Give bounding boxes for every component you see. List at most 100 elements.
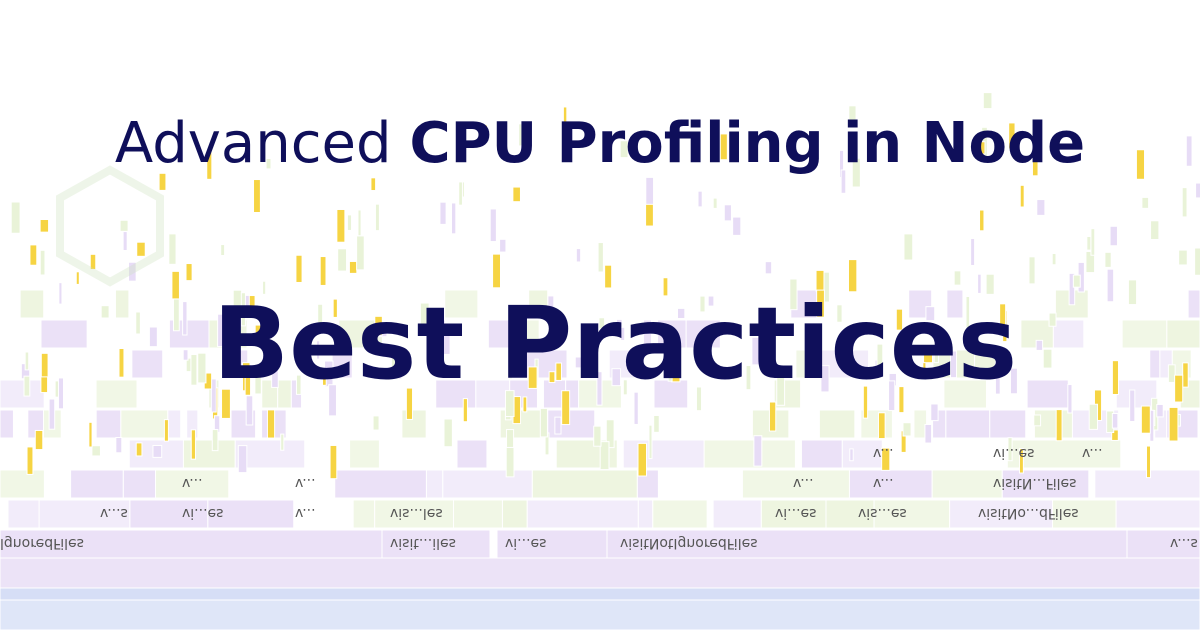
flame-block: [760, 499, 827, 529]
flame-sliver: [317, 303, 324, 329]
flame-sliver: [598, 317, 606, 330]
flame-sliver: [185, 263, 193, 282]
flame-sliver: [319, 256, 327, 286]
flame-sliver: [723, 204, 732, 222]
flame-sliver: [697, 190, 703, 208]
flame-row: [0, 557, 1200, 589]
flame-sliver: [1068, 272, 1076, 306]
flame-labels: lgnoredFiles visit...iles vi...es visitN…: [0, 445, 1198, 551]
flame-sliver: [295, 374, 302, 395]
flame-block: [0, 379, 45, 409]
flame-sliver: [1067, 384, 1073, 414]
flame-sliver: [977, 141, 986, 155]
flame-sliver: [1111, 412, 1119, 429]
flame-sliver: [1109, 225, 1118, 247]
flame-sliver: [1008, 122, 1016, 150]
flame-sliver: [1167, 364, 1176, 383]
flame-sliver: [596, 371, 603, 406]
flame-block: [19, 289, 45, 319]
flame-sliver: [619, 140, 629, 159]
flame-label: visitN...Files: [993, 475, 1076, 491]
flame-sliver: [266, 409, 276, 439]
flame-sliver: [271, 361, 279, 388]
flame-label: vi...es: [182, 505, 223, 521]
flame-block: [1121, 319, 1168, 349]
flame-sliver: [1018, 448, 1024, 474]
flame-sliver: [903, 233, 914, 261]
flame-label: v...: [873, 475, 894, 491]
flame-sliver: [443, 418, 453, 448]
flame-block: [526, 499, 639, 529]
flame-sliver: [876, 343, 884, 367]
flame-block: [712, 499, 762, 529]
flame-sliver: [152, 445, 163, 458]
flame-sliver: [172, 298, 180, 332]
flame-graph-background: [0, 92, 1200, 630]
flame-block: [1001, 469, 1090, 499]
flame-sliver: [575, 248, 582, 263]
flame-sliver: [637, 442, 648, 477]
flame-sliver: [593, 425, 602, 447]
flame-sliver: [1033, 414, 1042, 427]
flame-sliver: [597, 242, 604, 273]
flame-label: visitNo...dFiles: [978, 505, 1079, 521]
flame-sliver: [611, 368, 622, 387]
flame-block: [207, 499, 295, 529]
flame-sliver: [190, 429, 197, 460]
flame-sliver: [503, 146, 509, 160]
flame-block: [1187, 289, 1200, 319]
flame-sliver: [348, 260, 358, 274]
flame-sliver: [135, 442, 143, 457]
flame-sliver: [136, 241, 146, 257]
flame-sliver: [745, 364, 752, 391]
flame-sliver: [506, 429, 515, 449]
flame-sliver: [115, 437, 123, 454]
flame-row: [0, 599, 1200, 630]
flame-sliver: [994, 361, 1001, 395]
flame-sliver: [458, 181, 463, 206]
flame-sliver: [924, 424, 933, 444]
flame-block: [453, 499, 503, 529]
flame-sliver: [505, 446, 515, 478]
flame-sliver: [561, 390, 571, 426]
flame-sliver: [1194, 247, 1200, 276]
flame-label: lgnoredFiles: [0, 535, 84, 551]
flame-sliver: [419, 302, 430, 326]
title: Advanced CPU Profiling in Node: [115, 111, 1085, 176]
flame-block: [931, 469, 1003, 499]
flame-sliver: [163, 419, 169, 442]
flame-block: [800, 439, 843, 469]
flame-row: [0, 587, 1200, 601]
flame-sliver: [1141, 196, 1150, 209]
flame-sliver: [1090, 228, 1096, 256]
flame-sliver: [48, 398, 56, 430]
flame-sliver: [881, 447, 891, 471]
flame-sliver: [699, 295, 706, 313]
flame-sliver: [58, 282, 63, 305]
flame-sliver: [562, 106, 568, 137]
flame-sliver: [26, 446, 34, 475]
flame-label: v...: [1082, 445, 1103, 461]
flame-sliver: [1156, 403, 1164, 418]
flame-block: [741, 469, 850, 499]
flame-sliver: [662, 277, 669, 297]
node-logo: [56, 165, 164, 287]
flame-sliver: [677, 307, 686, 319]
flame-sliver: [1031, 153, 1039, 177]
title-bold: CPU Profiling in Node: [410, 111, 1086, 176]
flame-block: [70, 469, 124, 499]
flame-block: [114, 289, 130, 319]
flame-block: [642, 319, 653, 349]
flame-sliver: [888, 380, 896, 412]
flame-sliver: [158, 172, 167, 191]
flame-sliver: [512, 186, 521, 203]
flame-sliver: [23, 375, 31, 397]
flame-sliver: [499, 238, 507, 253]
flame-label: v...: [793, 475, 814, 491]
flame-sliver: [197, 352, 207, 384]
flame-sliver: [374, 203, 380, 232]
flame-block: [496, 529, 608, 559]
flame-sliver: [930, 403, 939, 422]
flame-sliver: [925, 306, 936, 322]
flame-block: [0, 469, 45, 499]
